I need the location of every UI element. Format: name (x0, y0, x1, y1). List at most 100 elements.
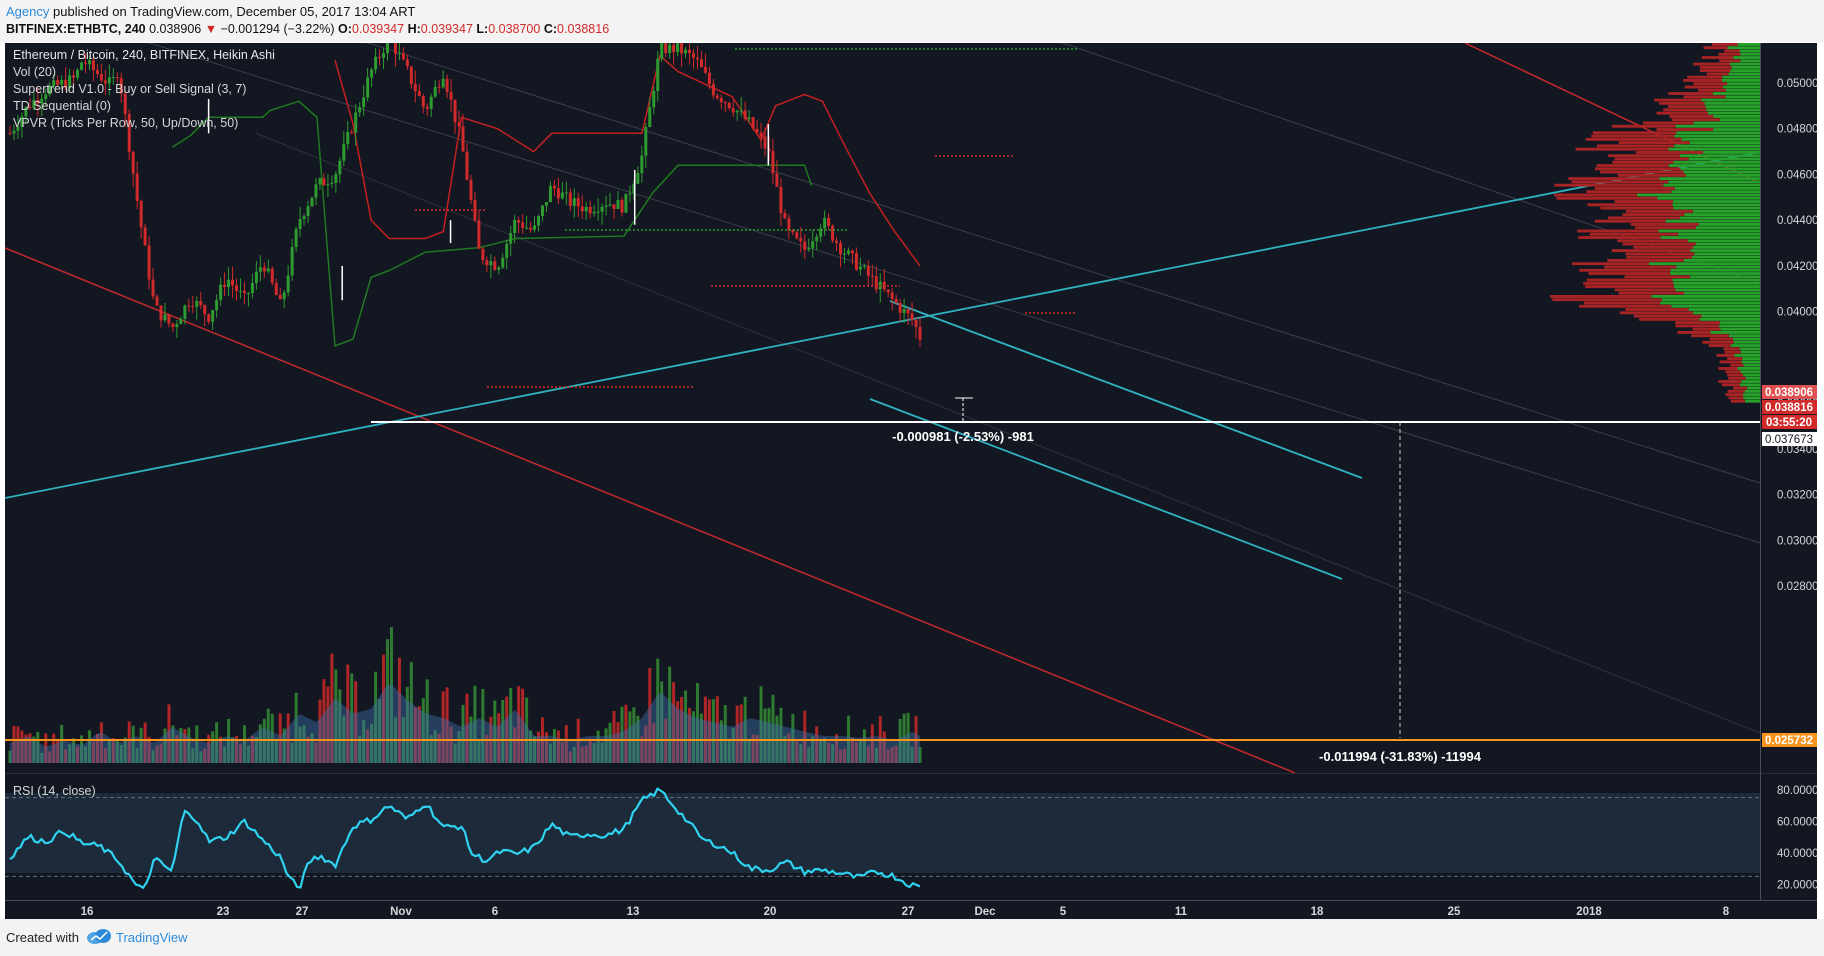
volume-bar (358, 735, 362, 763)
volume-bar (501, 699, 505, 763)
legend-td-sequential[interactable]: TD Sequential (0) (13, 99, 111, 113)
red-trendline[interactable] (5, 247, 1296, 773)
volume-bar (533, 736, 537, 763)
vpvr-up-bar (1729, 62, 1760, 66)
vpvr-up-bar (1739, 347, 1760, 351)
candle-body (231, 279, 235, 286)
vpvr-up-bar (1739, 49, 1760, 53)
vpvr-up-bar (1740, 370, 1760, 374)
vpvr-down-bar (1624, 275, 1691, 279)
candle-body (310, 197, 314, 207)
vpvr-down-bar (1618, 141, 1690, 145)
volume-bar (389, 627, 393, 763)
vpvr-down-bar (1554, 193, 1637, 197)
volume-bar (707, 699, 711, 763)
volume-bar (652, 723, 656, 763)
rsi-legend[interactable]: RSI (14, close) (13, 784, 96, 798)
volume-bar (739, 704, 743, 763)
cyan-uptrend-line[interactable] (5, 151, 1760, 499)
candle-body (513, 220, 517, 234)
volume-bar (199, 751, 203, 763)
candle-body (223, 284, 227, 288)
vpvr-up-bar (1698, 223, 1760, 226)
legend-vpvr[interactable]: VPVR (Ticks Per Row, 50, Up/Down, 50) (13, 116, 238, 130)
vpvr-up-bar (1725, 95, 1760, 99)
candle-body (501, 257, 505, 268)
volume-bar (548, 743, 552, 763)
time-tick: 13 (627, 906, 640, 918)
candle-body (87, 60, 91, 65)
vpvr-down-bar (1691, 334, 1729, 338)
volume-bar (616, 722, 620, 763)
candle-body (219, 284, 223, 300)
rsi-band (5, 793, 1760, 873)
legend-title[interactable]: Ethereum / Bitcoin, 240, BITFINEX, Heiki… (13, 48, 275, 62)
candle-body (362, 97, 366, 108)
candle-body (115, 77, 119, 79)
change-arrow-icon: ▼ (204, 22, 218, 36)
vpvr-up-bar (1739, 383, 1760, 387)
candle-body (894, 298, 898, 303)
vpvr-up-bar (1660, 301, 1760, 305)
candle-body (36, 99, 40, 104)
vpvr-down-bar (1668, 92, 1713, 95)
volume-bar (656, 658, 660, 763)
time-axis[interactable]: 16 23 27 Nov 6 13 20 27 Dec 5 11 18 25 2018 8 (81, 906, 1730, 918)
author-link[interactable]: Agency (6, 4, 50, 19)
volume-bar (143, 722, 147, 763)
vpvr-down-bar (1718, 52, 1741, 56)
candle-body (509, 233, 513, 244)
volume-bar (799, 744, 803, 763)
tradingview-brand-link[interactable]: TradingView (116, 930, 188, 945)
supertrend-down-line (334, 54, 921, 267)
volume-bar (40, 752, 44, 763)
vpvr-down-bar (1556, 196, 1658, 200)
volume-bar (223, 746, 227, 763)
candle-body (636, 173, 640, 184)
volume-bar (564, 725, 568, 763)
candle-body (258, 267, 262, 272)
chart-area[interactable]: -0.000981 (-2.53%) -981 -0.011994 (-31.8… (5, 43, 1817, 919)
cyan-channel-line[interactable] (889, 300, 1363, 479)
volume-bar (421, 698, 425, 763)
volume-bar (282, 728, 286, 763)
candle-body (433, 86, 437, 97)
candle-body (457, 122, 461, 127)
volume-bar (167, 704, 171, 763)
rsi-axis[interactable]: 80.0000 60.0000 40.0000 20.0000 (1777, 785, 1817, 892)
vpvr-up-bar (1672, 203, 1760, 207)
volume-bar (211, 731, 215, 763)
vpvr-down-bar (1733, 386, 1748, 390)
legend-supertrend[interactable]: Supertrend V1.0 - Buy or Sell Signal (3,… (13, 82, 246, 96)
candle-body (846, 250, 850, 254)
measure-small-label: -0.000981 (-2.53%) -981 (892, 429, 1034, 444)
candle-body (326, 184, 330, 186)
candle-body (592, 211, 596, 214)
chart-svg[interactable]: -0.000981 (-2.53%) -981 -0.011994 (-31.8… (5, 43, 1817, 919)
candle-body (266, 268, 270, 272)
legend-volume[interactable]: Vol (20) (13, 65, 56, 79)
published-text: published on TradingView.com, December 0… (53, 4, 416, 19)
volume-bar (862, 729, 866, 763)
candle-body (44, 94, 48, 99)
volume-bar (119, 745, 123, 763)
volume-bar (52, 733, 56, 763)
low-label: L: (476, 22, 489, 36)
candle-body (370, 69, 374, 78)
volume-bar (831, 744, 835, 763)
vpvr-down-bar (1596, 164, 1669, 167)
vpvr-down-bar (1619, 311, 1693, 315)
candle-body (99, 74, 103, 81)
vpvr-down-bar (1594, 219, 1666, 223)
cyan-channel-line[interactable] (869, 398, 1343, 580)
candle-body (330, 182, 334, 185)
main-pane[interactable] (5, 43, 1817, 773)
volume-bar (425, 679, 429, 763)
candle-body (803, 241, 807, 250)
vpvr-down-bar (1730, 363, 1744, 367)
volume-bar (203, 748, 207, 763)
candle-body (20, 116, 24, 128)
volume-bar (127, 721, 131, 763)
candle-body (811, 241, 815, 249)
candle-body (378, 56, 382, 58)
